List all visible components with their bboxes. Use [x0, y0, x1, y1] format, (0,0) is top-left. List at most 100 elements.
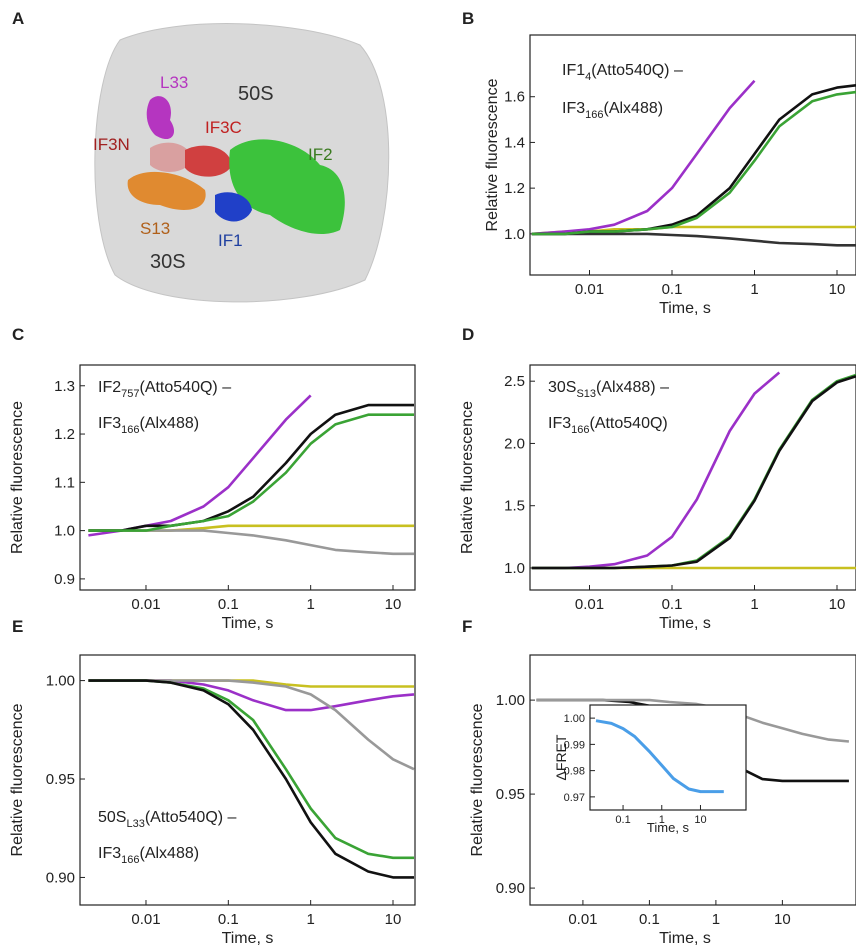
panel-letter: E — [12, 617, 23, 636]
data-line — [536, 698, 850, 743]
y-tick-label: 0.95 — [496, 786, 525, 803]
panel-letter: B — [462, 9, 474, 28]
x-axis-label: Time, s — [647, 820, 690, 835]
annotation-subscript: 166 — [585, 109, 603, 121]
x-tick-label: 1 — [712, 911, 720, 928]
structure-label: 50S — [238, 83, 274, 105]
annotation-text: (Atto540Q) – — [139, 379, 231, 396]
x-tick-label: 0.1 — [218, 911, 239, 928]
annotation-text: (Atto540Q) – — [145, 809, 237, 826]
structure-label: IF1 — [218, 231, 243, 250]
y-tick-label: 1.2 — [504, 180, 525, 197]
y-tick-label: 1.00 — [496, 692, 525, 709]
data-line — [88, 403, 414, 532]
s13-blob — [127, 171, 206, 210]
y-tick-label: 0.99 — [564, 739, 585, 751]
annotation-text: (Atto540Q) – — [591, 62, 683, 79]
y-axis-label: ΔFRET — [553, 734, 569, 780]
x-tick-label: 0.01 — [131, 911, 160, 928]
x-axis-label: Time, s — [659, 300, 711, 317]
annotation-text: (Atto540Q) — [589, 415, 667, 432]
y-tick-label: 1.2 — [54, 426, 75, 443]
if2-blob — [229, 139, 345, 235]
y-tick-label: 0.90 — [46, 869, 75, 886]
x-tick-label: 0.1 — [662, 281, 683, 298]
plot-frame — [529, 364, 856, 591]
y-tick-label: 1.1 — [54, 474, 75, 491]
y-tick-label: 1.00 — [46, 673, 75, 690]
annotation: 50SL33(Atto540Q) – — [98, 809, 237, 830]
structure-label: IF3N — [93, 135, 130, 154]
y-tick-label: 1.0 — [504, 226, 525, 243]
y-tick-label: 1.3 — [54, 378, 75, 395]
annotation-text: (Alx488) — [603, 100, 663, 117]
chart: C 0.01 0.1 1 10 0.9 1.0 1.1 1.2 1.3 Time, s Relativ… — [9, 325, 416, 632]
panel-letter: F — [462, 617, 472, 636]
annotation-subscript: 757 — [121, 388, 139, 400]
y-tick-label: 1.00 — [564, 713, 585, 725]
x-axis-label: Time, s — [222, 930, 274, 947]
annotation-text: IF1 — [562, 62, 585, 79]
annotation-subscript: 166 — [121, 854, 139, 866]
structure-label: L33 — [160, 73, 188, 92]
x-tick-label: 0.01 — [568, 911, 597, 928]
x-tick-label: 10 — [774, 911, 791, 928]
y-tick-label: 0.95 — [46, 771, 75, 788]
x-axis-label: Time, s — [659, 615, 711, 632]
annotation-subscript: 4 — [585, 71, 591, 83]
panel-letter: C — [12, 325, 24, 344]
annotation-text: IF3 — [548, 415, 571, 432]
y-tick-label: 0.98 — [564, 766, 585, 778]
annotation: IF3166(Alx488) — [562, 100, 663, 121]
structure-label: 30S — [150, 251, 186, 273]
x-tick-label: 1 — [750, 596, 758, 613]
chart: D 0.01 0.1 1 10 1.0 1.5 2.0 2.5 Time, s Relative f… — [459, 325, 856, 632]
if1-blob — [215, 192, 252, 222]
x-tick-label: 1 — [306, 911, 314, 928]
annotation-text: IF2 — [98, 379, 121, 396]
annotation-text: (Alx488) — [139, 845, 199, 862]
data-line — [531, 374, 856, 570]
x-tick-label: 1 — [750, 281, 758, 298]
annotation-text: IF3 — [98, 415, 121, 432]
x-tick-label: 0.01 — [575, 596, 604, 613]
x-tick-label: 10 — [829, 596, 846, 613]
chart: B 0.01 0.1 1 10 1.0 1.2 1.4 1.6 Time, s Relative f… — [462, 9, 856, 317]
annotation-text: IF3 — [562, 100, 585, 117]
annotation-text: (Alx488) — [139, 415, 199, 432]
y-tick-label: 0.90 — [496, 880, 525, 897]
data-line — [595, 719, 724, 794]
plot-frame — [79, 654, 416, 906]
y-tick-label: 1.5 — [504, 498, 525, 515]
panel-a-structure — [94, 23, 390, 303]
data-line — [531, 232, 856, 247]
annotation: IF3166(Alx488) — [98, 415, 199, 436]
y-axis-label: Relative fluorescence — [484, 78, 501, 231]
x-tick-label: 10 — [829, 281, 846, 298]
y-axis-label: Relative fluorescence — [9, 401, 26, 554]
data-line — [531, 79, 756, 236]
annotation-text: IF3 — [98, 845, 121, 862]
y-tick-label: 0.97 — [564, 792, 585, 804]
x-tick-label: 1 — [306, 596, 314, 613]
annotation: IF3166(Alx488) — [98, 845, 199, 866]
annotation-subscript: S13 — [576, 388, 596, 400]
x-tick-label: 0.1 — [662, 596, 683, 613]
annotation-subscript: L33 — [126, 818, 144, 830]
annotation-subscript: 166 — [571, 424, 589, 436]
if3n-blob — [150, 142, 192, 172]
structure-label: IF3C — [205, 118, 242, 137]
plot-frame — [589, 704, 747, 811]
annotation: 30SS13(Alx488) – — [548, 379, 669, 400]
chart: E 0.01 0.1 1 10 0.90 0.95 1.00 Time, s Relative f… — [9, 617, 416, 947]
chart: 0.1 1 10 0.97 0.98 0.99 1.00 Time, s ΔFRET — [553, 704, 747, 835]
annotation: IF14(Atto540Q) – — [562, 62, 683, 83]
panel-letter: A — [12, 9, 24, 28]
structure-label: IF2 — [308, 145, 333, 164]
y-tick-label: 2.5 — [504, 373, 525, 390]
y-axis-label: Relative fluorescence — [9, 703, 26, 856]
annotation-text: (Alx488) – — [596, 379, 669, 396]
annotation: IF2757(Atto540Q) – — [98, 379, 231, 400]
data-line — [531, 90, 856, 236]
